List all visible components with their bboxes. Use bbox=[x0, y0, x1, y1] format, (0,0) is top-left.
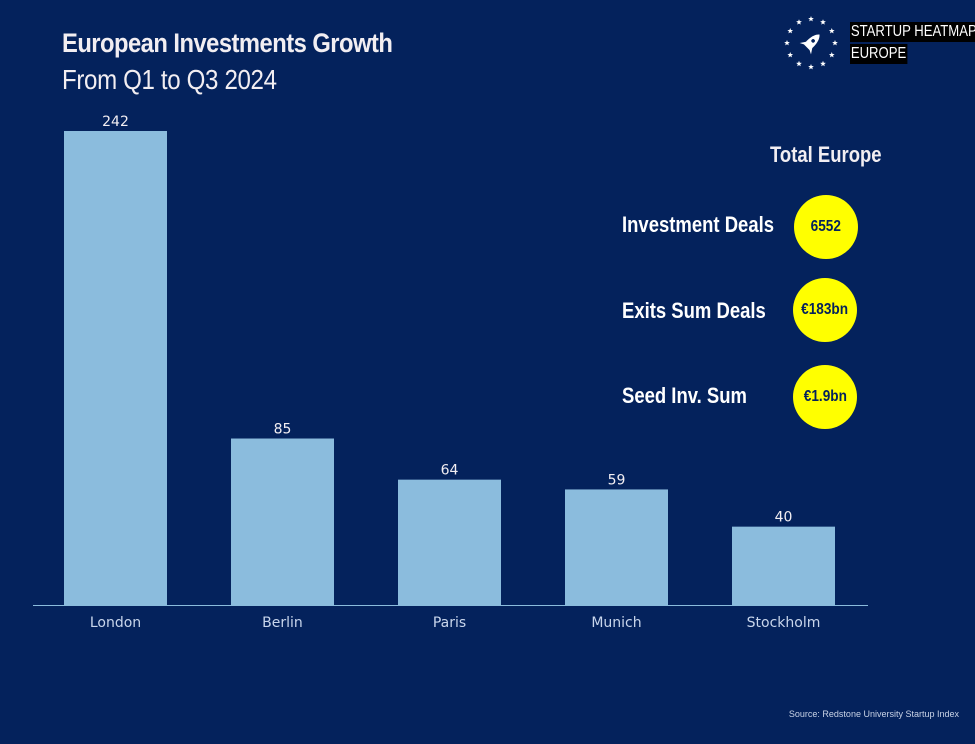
chart-subtitle: From Q1 to Q3 2024 bbox=[62, 64, 277, 95]
x-tick-label: Berlin bbox=[262, 615, 303, 631]
star-icon bbox=[796, 19, 802, 25]
star-icon bbox=[828, 52, 835, 58]
star-icon bbox=[820, 19, 826, 25]
stat-badge-exits-sum: €183bn bbox=[793, 278, 857, 342]
star-icon bbox=[787, 52, 794, 58]
star-icon bbox=[787, 28, 794, 34]
star-icon bbox=[828, 28, 835, 34]
star-icon bbox=[796, 60, 802, 67]
data-label: 85 bbox=[274, 422, 292, 438]
bar-munich bbox=[565, 489, 668, 605]
chart-title: European Investments Growth bbox=[62, 28, 393, 58]
stat-value: 6552 bbox=[810, 218, 842, 235]
summary-title: Total Europe bbox=[770, 142, 882, 167]
stat-value: €183bn bbox=[801, 301, 849, 318]
data-label: 242 bbox=[102, 114, 129, 130]
data-label: 59 bbox=[608, 472, 626, 488]
x-tick-label: Stockholm bbox=[747, 615, 821, 631]
stat-label-exits-sum: Exits Sum Deals bbox=[622, 298, 766, 323]
rocket-in-eu-stars-icon bbox=[784, 16, 838, 70]
star-icon bbox=[832, 40, 838, 46]
data-label: 64 bbox=[441, 463, 459, 479]
source-note: Source: Redstone University Startup Inde… bbox=[788, 709, 959, 719]
star-icon bbox=[808, 16, 814, 22]
brand-line-1: STARTUP HEATMAP bbox=[850, 22, 975, 42]
bar-stockholm bbox=[732, 526, 835, 605]
star-icon bbox=[820, 60, 826, 67]
x-tick-label: Paris bbox=[433, 615, 466, 631]
stat-badge-investment-deals: 6552 bbox=[794, 195, 858, 259]
bar-berlin bbox=[231, 438, 334, 605]
x-tick-label: London bbox=[90, 615, 141, 631]
data-label: 40 bbox=[775, 510, 793, 526]
stat-label-investment-deals: Investment Deals bbox=[622, 212, 775, 237]
star-icon bbox=[784, 40, 790, 46]
stat-label-seed-inv-sum: Seed Inv. Sum bbox=[622, 383, 747, 408]
stat-badge-seed-inv-sum: €1.9bn bbox=[793, 365, 857, 429]
brand-line-2: EUROPE bbox=[850, 44, 908, 64]
bar-paris bbox=[398, 479, 501, 605]
bar-london bbox=[64, 131, 167, 605]
stat-value: €1.9bn bbox=[803, 388, 847, 405]
brand-logo-text: STARTUP HEATMAP EUROPE bbox=[850, 22, 975, 66]
star-icon bbox=[808, 64, 814, 70]
x-tick-label: Munich bbox=[591, 615, 641, 631]
